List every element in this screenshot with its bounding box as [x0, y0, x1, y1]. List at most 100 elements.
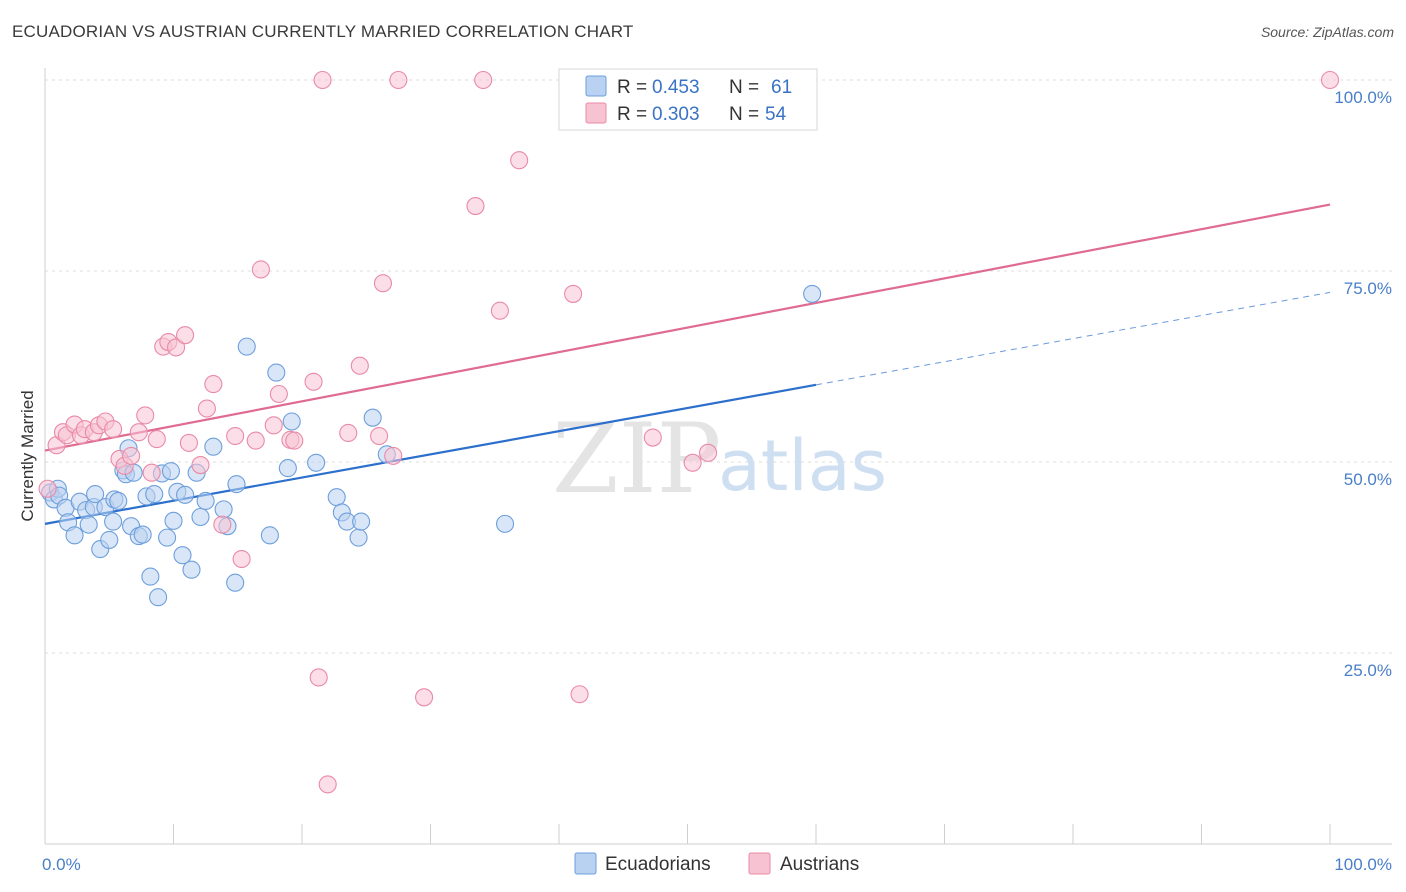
point-ecuadorians-17 — [109, 491, 128, 511]
watermark: ZIP atlas — [552, 403, 887, 515]
trend-extension-ecuadorians — [815, 291, 1331, 386]
legend-n-label-austrians: N = — [729, 104, 759, 125]
point-austrians-25 — [204, 375, 223, 394]
point-ecuadorians-51 — [327, 488, 346, 507]
point-austrians-41 — [370, 426, 389, 446]
point-austrians-32 — [269, 384, 288, 404]
trend-lines — [44, 203, 1331, 525]
point-ecuadorians-32 — [164, 511, 183, 530]
point-austrians-36 — [309, 668, 328, 687]
x-tick-label-min: 0.0% — [42, 855, 81, 874]
point-austrians-10 — [104, 420, 123, 439]
legend-swatch-ecuadorians — [585, 75, 607, 97]
point-austrians-31 — [264, 416, 283, 435]
point-austrians-37 — [313, 70, 332, 90]
point-ecuadorians-26 — [141, 567, 160, 586]
point-austrians-44 — [389, 70, 408, 90]
point-ecuadorians-34 — [173, 546, 192, 565]
point-austrians-0 — [38, 479, 57, 498]
watermark-atlas: atlas — [718, 425, 887, 507]
point-austrians-28 — [232, 549, 251, 569]
point-ecuadorians-6 — [65, 526, 84, 545]
point-ecuadorians-49 — [282, 412, 301, 431]
point-ecuadorians-9 — [79, 515, 98, 534]
point-ecuadorians-50 — [307, 453, 326, 472]
point-ecuadorians-44 — [227, 475, 246, 494]
y-tick-label-25: 25.0% — [1344, 661, 1392, 680]
point-austrians-45 — [415, 688, 434, 707]
point-ecuadorians-43 — [226, 573, 245, 592]
point-austrians-22 — [179, 433, 198, 452]
point-austrians-40 — [350, 356, 369, 375]
point-ecuadorians-59 — [803, 284, 822, 303]
point-ecuadorians-14 — [100, 530, 119, 549]
point-ecuadorians-47 — [267, 363, 286, 382]
stats-legend: R = 0.453 N = 61 R = 0.303 N = 54 — [558, 68, 818, 131]
point-austrians-17 — [147, 430, 166, 449]
point-ecuadorians-15 — [104, 512, 123, 531]
point-austrians-54 — [699, 443, 718, 462]
series-legend: Ecuadorians Austrians — [574, 852, 859, 875]
point-austrians-52 — [643, 428, 662, 447]
point-austrians-26 — [213, 515, 232, 534]
y-tick-label-100: 100.0% — [1334, 88, 1392, 107]
legend-r-label-austrians: R = — [617, 104, 647, 125]
point-ecuadorians-48 — [278, 459, 297, 478]
point-ecuadorians-11 — [86, 485, 105, 504]
chart-source: Source: ZipAtlas.com — [1260, 24, 1394, 40]
legend-swatch-austrians — [585, 102, 607, 124]
y-tick-label-75: 75.0% — [1344, 279, 1392, 298]
point-ecuadorians-38 — [191, 507, 210, 527]
gridlines — [45, 79, 1392, 654]
legend-r-value-austrians: 0.303 — [652, 104, 700, 125]
axes — [44, 68, 1392, 845]
legend-n-value-ecuadorians: 61 — [771, 77, 792, 98]
y-axis-label: Currently Married — [18, 390, 37, 521]
series-swatch-austrians — [748, 852, 771, 875]
point-ecuadorians-54 — [349, 528, 368, 547]
point-austrians-48 — [490, 301, 509, 320]
point-austrians-53 — [683, 453, 702, 472]
point-ecuadorians-45 — [237, 337, 256, 356]
point-ecuadorians-35 — [176, 485, 195, 504]
point-ecuadorians-36 — [182, 560, 201, 579]
point-ecuadorians-41 — [214, 500, 233, 519]
point-ecuadorians-31 — [161, 462, 180, 481]
trend-line-austrians — [44, 203, 1331, 452]
point-austrians-14 — [129, 423, 148, 442]
legend-r-value-ecuadorians: 0.453 — [652, 77, 700, 98]
point-austrians-24 — [197, 399, 216, 418]
point-austrians-49 — [510, 151, 529, 170]
legend-n-label-ecuadorians: N = — [729, 77, 759, 98]
point-ecuadorians-30 — [158, 528, 177, 547]
point-austrians-35 — [304, 372, 323, 391]
point-ecuadorians-46 — [260, 526, 279, 545]
point-austrians-47 — [474, 70, 493, 90]
point-austrians-20 — [167, 338, 186, 357]
chart-title: ECUADORIAN VS AUSTRIAN CURRENTLY MARRIED… — [12, 22, 634, 41]
point-ecuadorians-27 — [145, 485, 164, 504]
legend-r-label-ecuadorians: R = — [617, 77, 647, 98]
point-austrians-46 — [466, 197, 485, 216]
point-ecuadorians-56 — [363, 408, 382, 427]
point-ecuadorians-40 — [204, 437, 223, 456]
point-ecuadorians-58 — [495, 514, 515, 533]
point-ecuadorians-28 — [149, 588, 168, 607]
point-austrians-55 — [1320, 70, 1340, 90]
trend-line-ecuadorians — [44, 383, 817, 525]
point-austrians-16 — [142, 463, 161, 482]
point-austrians-27 — [226, 426, 245, 446]
point-austrians-39 — [339, 423, 358, 443]
point-austrians-21 — [176, 326, 195, 345]
point-austrians-30 — [251, 260, 270, 279]
y-tick-label-50: 50.0% — [1344, 470, 1392, 489]
data-points — [38, 70, 1340, 794]
point-ecuadorians-39 — [196, 491, 215, 511]
point-austrians-34 — [285, 431, 304, 450]
legend-n-value-austrians: 54 — [765, 104, 787, 125]
point-austrians-13 — [122, 446, 141, 465]
point-austrians-50 — [564, 284, 583, 303]
series-label-austrians: Austrians — [780, 854, 859, 875]
point-austrians-42 — [373, 274, 393, 293]
